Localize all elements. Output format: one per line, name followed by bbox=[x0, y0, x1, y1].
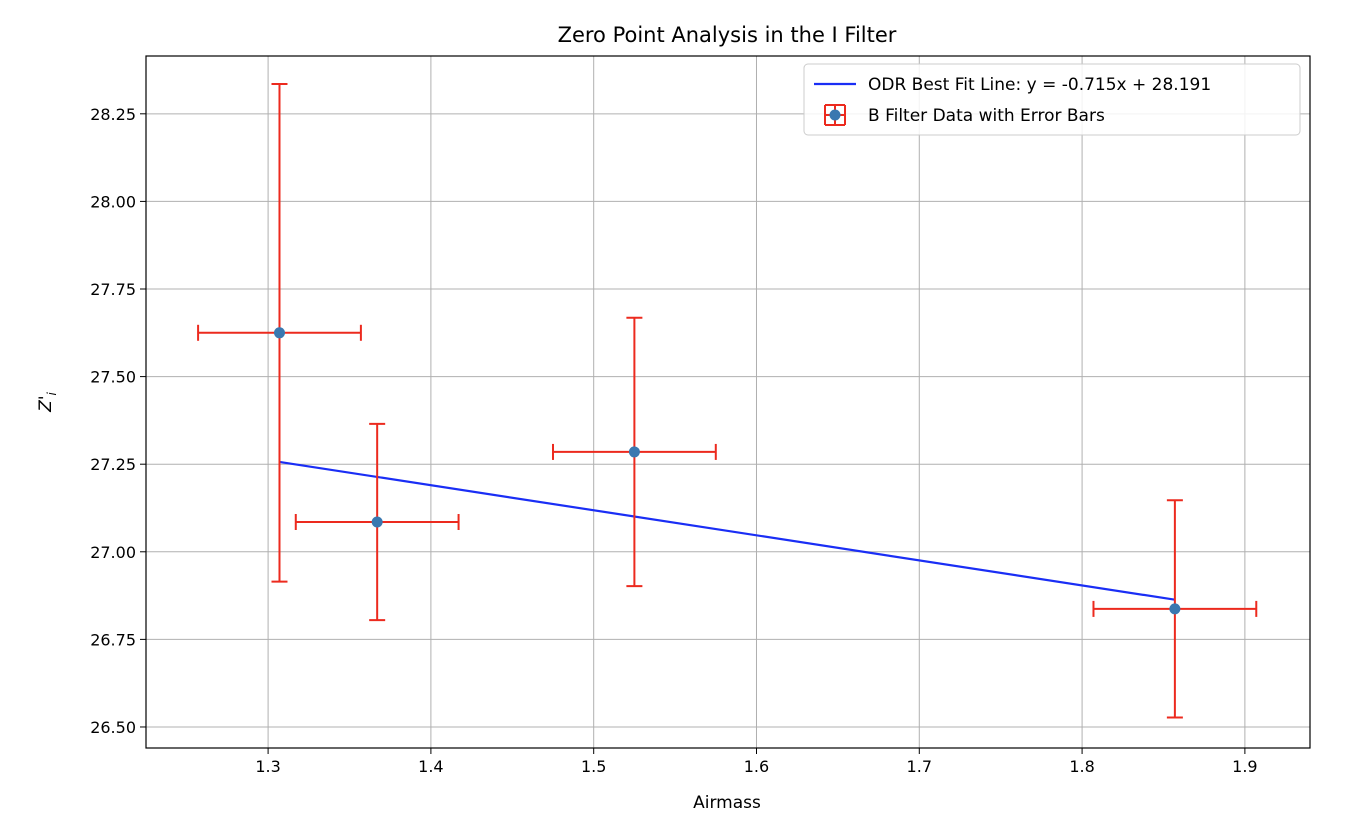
y-tick-label: 27.25 bbox=[90, 455, 136, 474]
legend: ODR Best Fit Line: y = -0.715x + 28.191 … bbox=[803, 63, 1301, 136]
fit-line-layer bbox=[279, 460, 1176, 601]
y-tick-label: 27.00 bbox=[90, 543, 136, 562]
legend-data-label: B Filter Data with Error Bars bbox=[868, 106, 1105, 126]
data-point bbox=[273, 327, 285, 339]
data-point bbox=[1169, 603, 1181, 615]
grid-lines bbox=[146, 56, 1310, 748]
plot-area-frame bbox=[145, 55, 1311, 749]
y-axis-ticks: 26.50 26.75 27.00 27.25 27.50 27.75 28.00 28.25 bbox=[90, 105, 146, 737]
y-tick-label: 26.50 bbox=[90, 718, 136, 737]
data-point bbox=[628, 446, 640, 458]
y-tick-label: 27.50 bbox=[90, 368, 136, 387]
y-tick-label: 28.25 bbox=[90, 105, 136, 124]
x-axis-label: Airmass bbox=[693, 793, 761, 813]
x-tick-label: 1.9 bbox=[1232, 757, 1257, 776]
x-tick-label: 1.5 bbox=[581, 757, 606, 776]
y-axis-label-main: Z' bbox=[36, 396, 56, 413]
data-point bbox=[371, 516, 383, 528]
x-tick-label: 1.3 bbox=[255, 757, 280, 776]
x-tick-label: 1.7 bbox=[907, 757, 932, 776]
legend-fit-line-label: ODR Best Fit Line: y = -0.715x + 28.191 bbox=[868, 75, 1211, 95]
y-tick-label: 27.75 bbox=[90, 280, 136, 299]
legend-errorbar-swatch bbox=[824, 104, 846, 126]
x-tick-label: 1.6 bbox=[744, 757, 769, 776]
y-tick-label: 26.75 bbox=[90, 630, 136, 649]
x-axis-ticks: 1.3 1.4 1.5 1.6 1.7 1.8 1.9 bbox=[255, 748, 1258, 776]
legend-swatch-marker bbox=[829, 109, 841, 121]
chart-title: Zero Point Analysis in the I Filter bbox=[558, 23, 897, 47]
x-tick-label: 1.8 bbox=[1069, 757, 1094, 776]
y-axis-label-subscript: i bbox=[45, 392, 59, 396]
data-points-layer bbox=[273, 327, 1181, 615]
y-axis-label: Z'i bbox=[36, 392, 59, 413]
fit-line bbox=[279, 460, 1176, 601]
x-tick-label: 1.4 bbox=[418, 757, 443, 776]
legend-box bbox=[803, 63, 1301, 136]
y-tick-label: 28.00 bbox=[90, 192, 136, 211]
